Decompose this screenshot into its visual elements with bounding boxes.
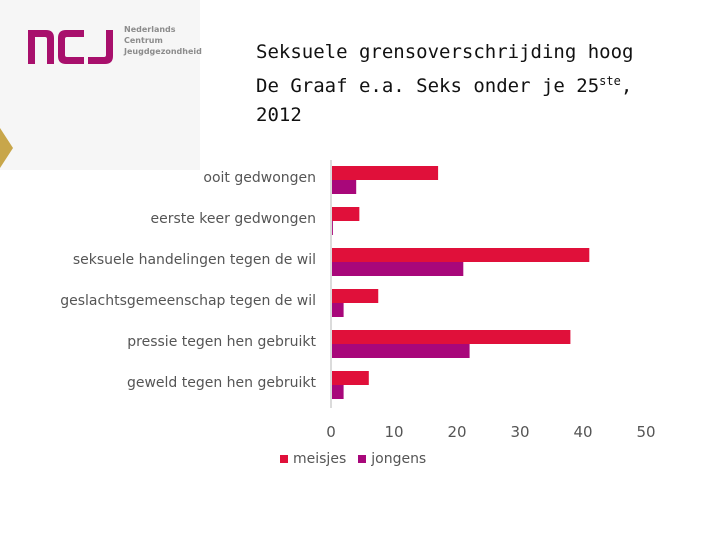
category-label: eerste keer gedwongen (150, 211, 316, 227)
title-line-2-main: De Graaf e.a. Seks onder je 25 (256, 75, 600, 97)
bar-meisjes (332, 248, 590, 262)
bar-jongens (332, 180, 357, 194)
bar-jongens (332, 262, 464, 276)
category-label: ooit gedwongen (203, 170, 316, 186)
logo-text: Nederlands Centrum Jeugdgezondheid (124, 24, 202, 57)
bar-jongens (332, 385, 344, 399)
logo-line: Nederlands (124, 25, 176, 34)
title-line-2-end: , (620, 75, 633, 97)
ncj-logo-mark (28, 30, 113, 64)
bar-jongens (332, 344, 470, 358)
ncj-logo: Nederlands Centrum Jeugdgezondheid (26, 24, 202, 66)
x-tick-label: 40 (573, 423, 592, 441)
title-line-2-sup: ste (599, 74, 621, 88)
x-tick-label: 10 (384, 423, 403, 441)
category-label: seksuele handelingen tegen de wil (73, 252, 316, 268)
bar-meisjes (332, 207, 360, 221)
x-tick-label: 0 (326, 423, 336, 441)
title-line-3: 2012 (256, 104, 302, 126)
bar-meisjes (332, 289, 379, 303)
chart-legend: meisjes jongens (280, 451, 438, 467)
bar-meisjes (332, 371, 369, 385)
bar-meisjes (332, 166, 439, 180)
legend-item-jongens: jongens (358, 451, 426, 467)
legend-label-meisjes: meisjes (293, 451, 347, 467)
legend-swatch-jongens (358, 455, 367, 463)
logo-line: Jeugdgezondheid (124, 47, 202, 56)
x-tick-label: 30 (510, 423, 529, 441)
slide-title: Seksuele grensoverschrijding hoog De Gra… (256, 38, 696, 130)
category-label: geweld tegen hen gebruikt (127, 375, 317, 391)
bar-jongens (332, 303, 344, 317)
header-band (0, 0, 200, 170)
x-tick-label: 50 (636, 423, 655, 441)
side-arrow-icon (0, 128, 13, 168)
legend-swatch-meisjes (280, 455, 288, 463)
x-tick-label: 20 (447, 423, 466, 441)
bar-jongens (332, 221, 333, 235)
title-line-2: De Graaf e.a. Seks onder je 25ste, (256, 67, 696, 101)
legend-label-jongens: jongens (371, 451, 427, 467)
category-label: pressie tegen hen gebruikt (127, 334, 316, 350)
bar-meisjes (332, 330, 571, 344)
category-label: geslachtsgemeenschap tegen de wil (60, 293, 316, 309)
title-line-1: Seksuele grensoverschrijding hoog (256, 41, 634, 63)
logo-line: Centrum (124, 36, 163, 45)
legend-item-meisjes: meisjes (280, 451, 346, 467)
